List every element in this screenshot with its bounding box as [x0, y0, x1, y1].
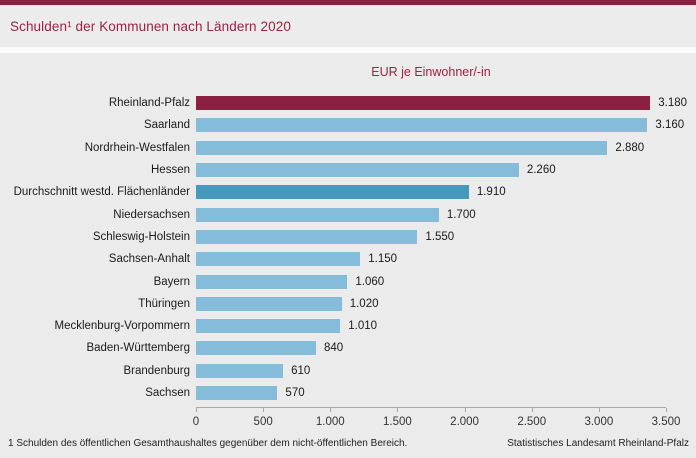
source-label: Statistisches Landesamt Rheinland-Pfalz [507, 438, 689, 449]
bar-zone: 1.020 [196, 296, 696, 311]
value-label: 2.260 [526, 164, 556, 177]
bar-zone: 1.550 [196, 229, 696, 244]
value-label: 1.910 [476, 186, 506, 199]
category-label: Baden-Württemberg [86, 342, 190, 355]
chart-row: Schleswig-Holstein 1.550 [0, 226, 696, 248]
value-label: 1.150 [368, 253, 398, 266]
category-label: Rheinland-Pfalz [108, 97, 190, 110]
bar-zone: 1.150 [196, 252, 696, 267]
axis-tick-label: 500 [253, 416, 273, 429]
chart-row: Mecklenburg-Vorpommern 1.010 [0, 315, 696, 337]
chart-row: Brandenburg 610 [0, 360, 696, 382]
bar-zone: 2.260 [196, 163, 696, 178]
chart-row: Rheinland-Pfalz 3.180 [0, 92, 696, 114]
bar-zone: 2.880 [196, 140, 696, 155]
value-label: 2.880 [615, 141, 645, 154]
bar [196, 229, 418, 244]
chart-row: Nordrhein-Westfalen 2.880 [0, 137, 696, 159]
axis-tick [666, 408, 667, 413]
bar [196, 140, 608, 155]
bar-zone: 610 [196, 363, 696, 378]
axis-tick-label: 1.000 [315, 416, 345, 429]
axis-tick-label: 2.500 [517, 416, 547, 429]
bar-zone: 1.060 [196, 274, 696, 289]
value-label: 1.060 [355, 275, 385, 288]
value-label: 3.180 [658, 97, 688, 110]
category-label: Sachsen [145, 387, 190, 399]
bar [196, 386, 278, 400]
chart-row: Durchschnitt westd. Flächenländer 1.910 [0, 181, 696, 203]
bar-zone: 1.700 [196, 207, 696, 222]
bar-zone: 1.010 [196, 319, 696, 334]
chart-row: Hessen 2.260 [0, 159, 696, 181]
value-label: 1.010 [348, 320, 378, 333]
chart-row: Sachsen-Anhalt 1.150 [0, 248, 696, 270]
footnote: 1 Schulden des öffentlichen Gesamthausha… [8, 438, 408, 449]
value-label: 610 [291, 364, 311, 377]
chart-panel: EUR je Einwohner/-in Rheinland-Pfalz 3.18… [0, 53, 696, 458]
axis-tick [531, 408, 533, 413]
bar [196, 96, 651, 111]
value-label: 3.160 [655, 119, 685, 132]
chart-row: Baden-Württemberg 840 [0, 337, 696, 359]
category-label: Nordrhein-Westfalen [84, 141, 190, 154]
bar-zone: 3.180 [196, 96, 696, 111]
chart-row: Bayern 1.060 [0, 270, 696, 292]
chart-unit-label: EUR je Einwohner/-in [371, 65, 491, 79]
axis-tick-label: 3.500 [651, 416, 681, 429]
chart-row: Thüringen 1.020 [0, 293, 696, 315]
category-label: Thüringen [138, 297, 190, 310]
axis-tick [196, 408, 197, 413]
bar-zone: 3.160 [196, 118, 696, 133]
category-label: Schleswig-Holstein [92, 230, 190, 243]
category-label: Saarland [143, 119, 190, 132]
category-label: Brandenburg [123, 364, 191, 377]
category-label: Bayern [153, 275, 190, 288]
axis-tick [397, 408, 399, 413]
category-label: Hessen [151, 164, 190, 177]
axis-tick [598, 408, 600, 413]
axis-tick [464, 408, 466, 413]
axis-tick [263, 408, 265, 413]
page-title: Schulden¹ der Kommunen nach Ländern 2020 [10, 18, 291, 34]
bar [196, 207, 439, 222]
value-label: 1.550 [425, 230, 455, 243]
bar [196, 163, 519, 178]
bar [196, 363, 284, 378]
divider-strip [0, 47, 696, 53]
bar [196, 274, 348, 289]
value-label: 1.700 [446, 208, 476, 221]
bar [196, 341, 316, 356]
axis-tick-label: 0 [192, 416, 200, 429]
x-axis: 0 500 1.000 1.500 2.000 2.500 3.000 3.500 [192, 407, 680, 434]
chart-row: Niedersachsen 1.700 [0, 203, 696, 225]
bar [196, 296, 342, 311]
top-accent-bar [0, 0, 696, 5]
category-label: Niedersachsen [113, 208, 190, 221]
category-label: Durchschnitt westd. Flächenländer [13, 186, 190, 199]
chart-row: Saarland 3.160 [0, 114, 696, 136]
bar [196, 252, 361, 267]
bar-zone: 1.910 [196, 185, 696, 200]
value-label: 570 [285, 387, 305, 399]
footer: 1 Schulden des öffentlichen Gesamthausha… [0, 438, 696, 449]
axis-tick-label: 3.000 [584, 416, 614, 429]
bar [196, 118, 648, 133]
chart-rows: Rheinland-Pfalz 3.180 Saarland 3.160 Nordrhe… [0, 92, 696, 404]
axis-tick-label: 2.000 [450, 416, 479, 429]
category-label: Mecklenburg-Vorpommern [54, 320, 190, 333]
bar [196, 185, 469, 200]
value-label: 840 [324, 342, 344, 355]
bar-zone: 840 [196, 341, 696, 356]
axis-tick-label: 1.500 [383, 416, 412, 429]
axis-tick [330, 408, 332, 413]
value-label: 1.020 [349, 297, 379, 310]
chart-row: Sachsen 570 [0, 382, 696, 404]
category-label: Sachsen-Anhalt [108, 253, 190, 266]
bar [196, 319, 341, 334]
title-band: Schulden¹ der Kommunen nach Ländern 2020 [0, 5, 696, 47]
bar-zone: 570 [196, 386, 696, 400]
